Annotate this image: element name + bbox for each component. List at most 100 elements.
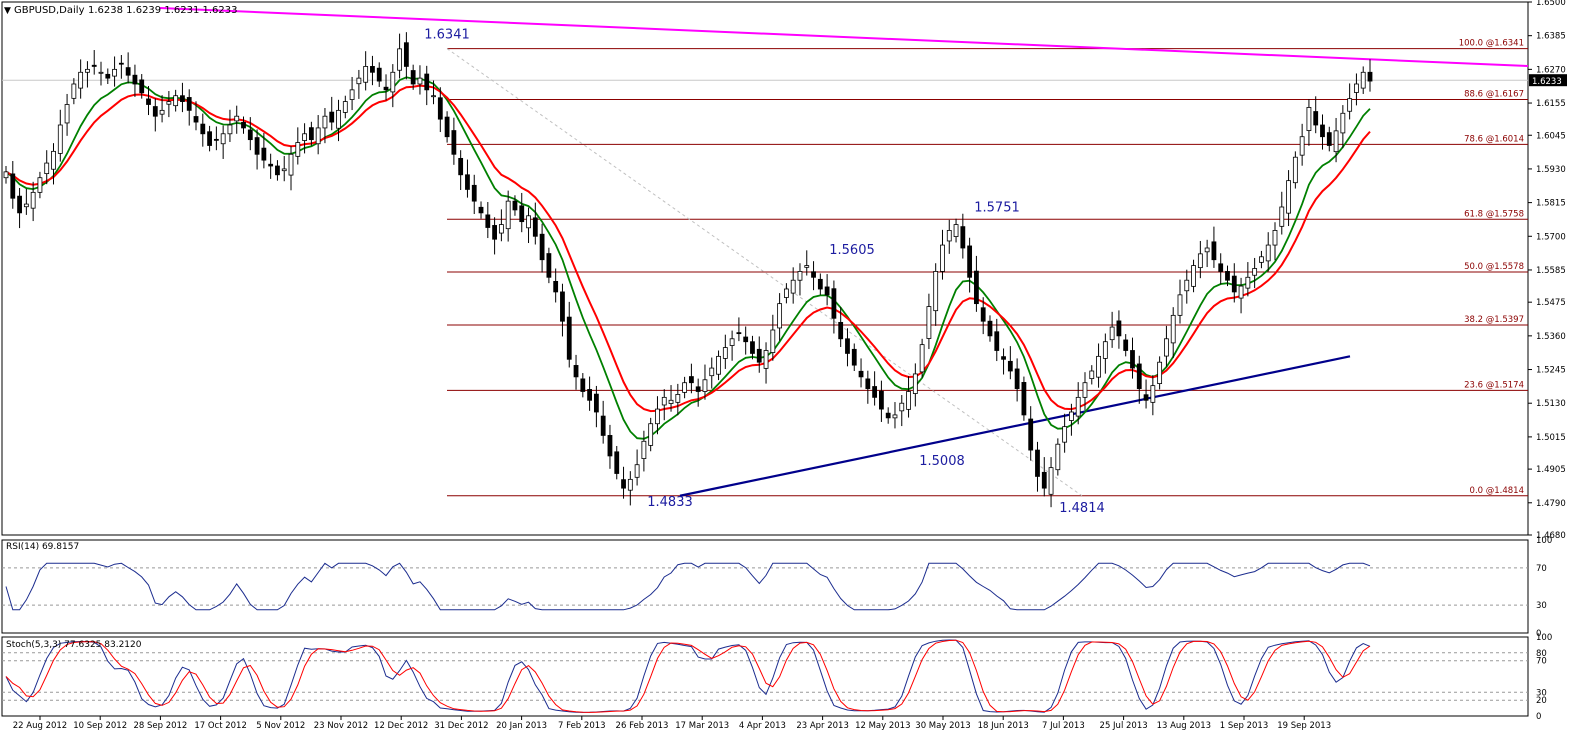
candle-body (91, 64, 97, 67)
candle-body (661, 396, 667, 406)
candle-body (722, 347, 728, 359)
candle-body (471, 184, 477, 202)
candle-body (200, 123, 206, 135)
candle-body (838, 321, 844, 340)
candle-body (281, 168, 287, 172)
candle-body (254, 137, 260, 155)
candle-body (919, 344, 925, 373)
candle-body (342, 101, 348, 113)
candle-body (885, 412, 891, 419)
candle-body (397, 48, 402, 71)
candle-body (953, 224, 959, 237)
price-tick-label: 1.5130 (1536, 399, 1566, 409)
price-tick-label: 1.4790 (1536, 499, 1566, 509)
date-tick-label: 22 Aug 2012 (13, 721, 67, 731)
date-tick-label: 10 Sep 2012 (73, 721, 127, 731)
candle-body (946, 230, 952, 242)
price-tick-label: 1.5245 (1536, 366, 1566, 376)
candle-body (614, 451, 620, 474)
candle-body (1062, 426, 1068, 443)
price-annotation: 1.6341 (424, 28, 470, 43)
candle-body (1333, 130, 1339, 153)
candle-body (213, 138, 219, 141)
candle-body (831, 288, 837, 319)
price-tick-label: 1.6500 (1536, 0, 1566, 8)
price-annotation: 1.5605 (829, 243, 875, 258)
candle-body (756, 348, 762, 363)
candle-body (247, 129, 253, 141)
candle-body (152, 106, 158, 117)
candle-body (1055, 443, 1061, 471)
candle-body (573, 365, 579, 378)
candle-body (879, 390, 884, 410)
price-tick-label: 1.5700 (1536, 232, 1566, 242)
candle-body (1123, 339, 1129, 351)
price-tick-label: 1.6385 (1536, 32, 1566, 42)
rsi-tick-label: 0 (1536, 629, 1541, 639)
candle-body (851, 348, 857, 366)
rsi-label: RSI(14) 69.8157 (6, 542, 79, 552)
candle-body (783, 288, 789, 298)
ohlc-values: 1.6238 1.6239 1.6231 1.6233 (88, 5, 238, 16)
candle-body (1089, 370, 1095, 380)
candle-body (865, 378, 871, 389)
candle-body (600, 415, 606, 436)
candle-body (1218, 263, 1224, 272)
candle-body (336, 109, 341, 129)
candle-body (159, 109, 165, 115)
rsi-tick-label: 70 (1536, 564, 1547, 574)
date-tick-label: 7 Jul 2013 (1042, 721, 1085, 731)
candle-body (1184, 279, 1190, 292)
candle-body (553, 280, 559, 293)
upper-trendline (159, 7, 1529, 67)
price-annotation: 1.4814 (1059, 501, 1105, 516)
candle-body (1299, 136, 1305, 156)
candle-body (648, 423, 654, 446)
date-tick-label: 31 Dec 2012 (434, 721, 488, 731)
candle-body (804, 265, 810, 268)
candle-body (1245, 276, 1251, 289)
candle-body (627, 478, 633, 491)
date-tick-label: 18 Jun 2013 (978, 721, 1029, 731)
stoch-tick-label: 0 (1536, 712, 1541, 722)
candle-body (370, 66, 375, 73)
candle-body (1231, 275, 1237, 293)
candle-body (1265, 244, 1271, 262)
candle-body (207, 131, 212, 146)
candle-body (1360, 71, 1366, 89)
candle-body (1150, 385, 1156, 403)
candle-body (261, 147, 267, 161)
fib-level-label: 23.6 @1.5174 (1464, 380, 1524, 390)
candle-body (424, 73, 430, 91)
price-annotations: 1.6341 1.5605 1.5751 1.5008 1.4833 1.4814 (424, 28, 1105, 516)
date-tick-label: 4 Apr 2013 (739, 721, 786, 731)
main-panel-frame (1, 1, 1529, 536)
candle-body (899, 402, 905, 412)
candle-body (173, 95, 179, 107)
date-tick-label: 23 Nov 2012 (314, 721, 368, 731)
candle-body (539, 233, 545, 261)
candle-body (1272, 230, 1278, 246)
slow-moving-average (5, 84, 1371, 413)
rsi-panel: 100 70 30 0 (2, 536, 1552, 639)
candle-body (403, 42, 409, 67)
candle-body (329, 111, 335, 123)
candle-body (1170, 314, 1176, 344)
rsi-tick-label: 100 (1536, 536, 1552, 546)
candle-body (118, 62, 124, 65)
candle-body (1116, 320, 1122, 337)
candle-body (51, 150, 56, 170)
candle-body (1164, 338, 1169, 357)
candle-body (1157, 361, 1163, 384)
candle-body (892, 414, 898, 419)
candle-body (817, 278, 823, 290)
rsi-tick-label: 30 (1536, 601, 1547, 611)
candle-body (1021, 382, 1027, 416)
dropdown-arrow-icon[interactable]: ▼ (4, 6, 11, 16)
candle-body (1191, 265, 1196, 287)
price-tick-label: 1.5930 (1536, 165, 1566, 175)
candle-body (1347, 98, 1353, 112)
date-tick-label: 17 Mar 2013 (675, 721, 729, 731)
candle-body (770, 329, 776, 353)
